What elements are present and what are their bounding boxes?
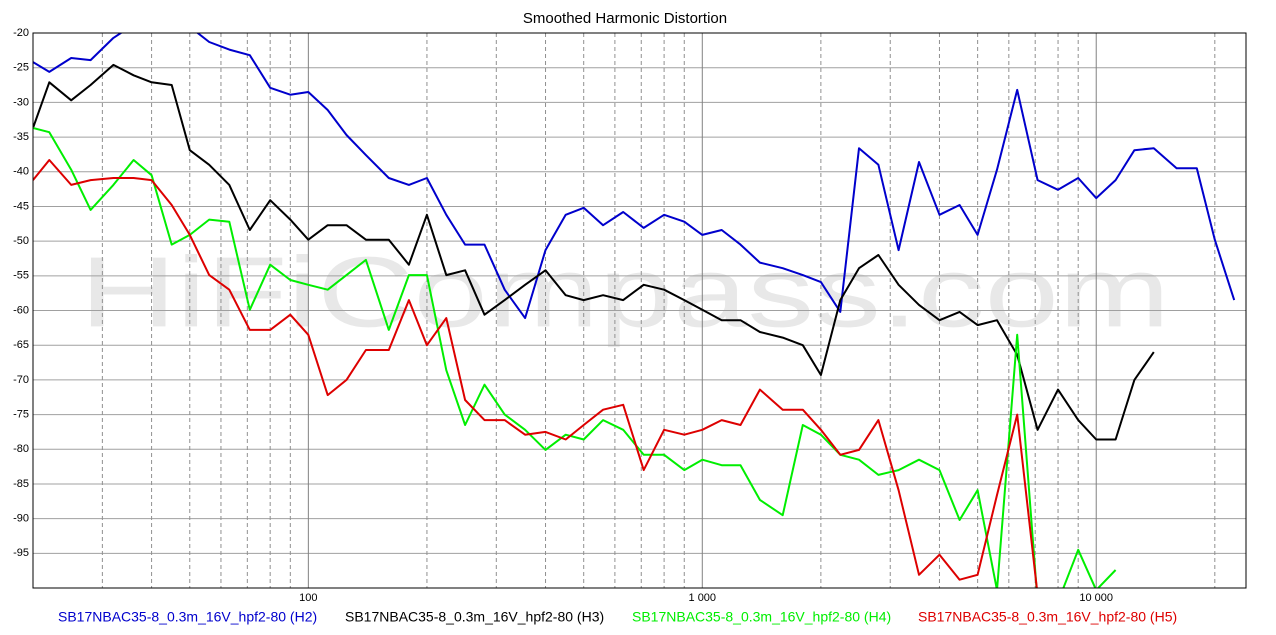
series-line (33, 63, 1155, 441)
y-tick-label: -70 (13, 374, 29, 386)
chart-title: Smoothed Harmonic Distortion (523, 10, 727, 27)
plot-lines (33, 33, 1236, 588)
y-tick-label: -80 (13, 443, 29, 455)
y-tick-label: -55 (13, 270, 29, 282)
y-tick-label: -35 (13, 131, 29, 143)
x-tick-label: 1 000 (689, 592, 717, 604)
y-tick-label: -25 (13, 62, 29, 74)
y-tick-label: -60 (13, 304, 29, 316)
labels: -95 -90 -85 -80 -75 -70 -65 -60 -55 -50 -45 -40 -35 -… (13, 27, 1177, 625)
y-tick-label: -45 (13, 200, 29, 212)
y-tick-label: -85 (13, 478, 29, 490)
y-tick-label: -90 (13, 513, 29, 525)
y-tick-label: -95 (13, 547, 29, 559)
x-tick-label: 10 000 (1079, 592, 1113, 604)
legend-entry: SB17NBAC35-8_0.3m_16V_hpf2-80 (H2) (58, 609, 317, 625)
x-tick-label: 100 (299, 592, 317, 604)
y-tick-label: -30 (13, 96, 29, 108)
y-tick-label: -40 (13, 166, 29, 178)
legend-entry: SB17NBAC35-8_0.3m_16V_hpf2-80 (H5) (918, 609, 1177, 625)
y-tick-label: -65 (13, 339, 29, 351)
y-tick-label: -75 (13, 408, 29, 420)
series-line (33, 33, 1236, 320)
grid (33, 32, 1246, 588)
series-line (33, 159, 1038, 588)
series-line (33, 127, 1117, 588)
legend-entry: SB17NBAC35-8_0.3m_16V_hpf2-80 (H4) (632, 609, 891, 625)
legend-entry: SB17NBAC35-8_0.3m_16V_hpf2-80 (H3) (345, 609, 604, 625)
y-tick-label: -20 (13, 27, 29, 39)
y-tick-label: -50 (13, 235, 29, 247)
plot-frame (32, 32, 1247, 589)
watermark: HiFiCompass.com (80, 236, 1170, 348)
